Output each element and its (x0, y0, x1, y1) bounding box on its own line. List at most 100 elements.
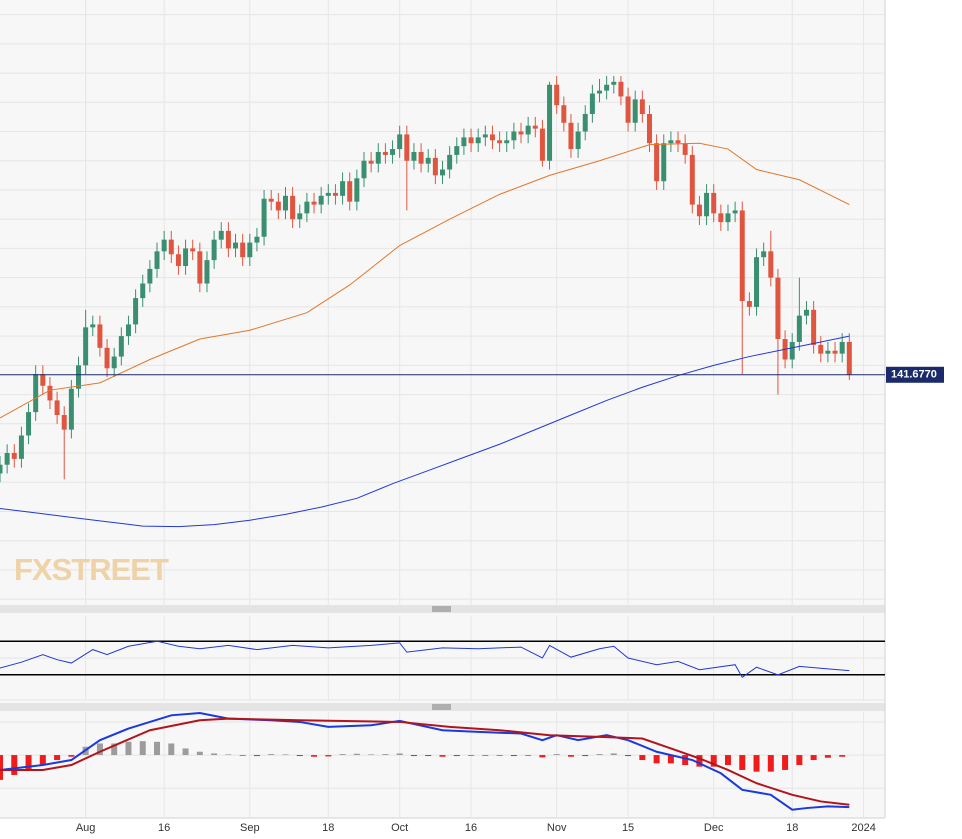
candle-body (0, 464, 3, 474)
separator-handle[interactable] (432, 606, 451, 612)
candle-body (511, 131, 517, 141)
candle-body (268, 198, 274, 202)
candle-body (525, 125, 531, 135)
candle-body (561, 105, 567, 123)
candle-body (97, 324, 103, 348)
histogram-bar (11, 755, 18, 775)
candle-body (168, 239, 174, 255)
histogram-bar (539, 755, 546, 758)
x-tick-label: 16 (465, 822, 477, 834)
candle-body (575, 131, 581, 150)
histogram-bar (154, 741, 161, 756)
candle-body (190, 248, 196, 252)
histogram-bar (339, 754, 346, 756)
histogram-bar (196, 751, 203, 756)
candle-body (482, 134, 488, 138)
candle-body (803, 309, 809, 316)
candle-body (54, 400, 60, 416)
candle-body (76, 365, 82, 389)
histogram-bar (368, 754, 375, 756)
candle-body (104, 347, 110, 369)
candle-body (825, 350, 831, 354)
candle-body (247, 242, 253, 258)
histogram-bar (382, 754, 389, 756)
candle-body (832, 350, 838, 354)
histogram-bar (253, 755, 260, 757)
histogram-bar (596, 754, 603, 756)
histogram-bar (396, 753, 403, 756)
grid-layer (0, 0, 885, 818)
histogram-bar (468, 755, 475, 756)
candle-body (204, 260, 210, 284)
x-tick-label: 2024 (851, 822, 875, 834)
x-tick-label: 15 (622, 822, 634, 834)
candle-body (432, 157, 438, 176)
histogram-bar (410, 755, 417, 757)
separator-handle[interactable] (432, 704, 451, 710)
candle-body (290, 195, 296, 220)
candle-body (539, 128, 545, 161)
candle-body (775, 277, 781, 340)
histogram-bar (696, 755, 703, 767)
candle-body (147, 268, 153, 284)
candle-body (754, 257, 760, 307)
candle-body (347, 181, 353, 202)
candle-body (625, 96, 631, 123)
histogram-bar (211, 753, 218, 756)
histogram-bar (439, 755, 446, 757)
main-panel-bg (0, 0, 885, 605)
candle-body (282, 195, 288, 211)
histogram-bar (824, 755, 831, 758)
candle-body (397, 134, 403, 150)
candle-body (682, 143, 688, 155)
candle-body (133, 298, 139, 325)
candle-body (325, 192, 331, 196)
candle-body (4, 453, 10, 465)
candle-body (254, 236, 260, 243)
candle-body (40, 374, 46, 386)
histogram-bar (724, 755, 731, 765)
candle-body (318, 195, 324, 205)
x-tick-label: 16 (158, 822, 170, 834)
histogram-bar (796, 755, 803, 765)
candle-body (461, 137, 467, 147)
x-tick-label: Dec (704, 822, 724, 834)
sma-line (0, 335, 850, 528)
candle-body (646, 113, 652, 144)
candle-body (233, 242, 239, 249)
candle-body (846, 341, 852, 375)
histogram-bar (68, 755, 75, 757)
candle-body (411, 151, 417, 161)
candle-body (746, 301, 752, 307)
candle-body (696, 204, 702, 217)
histogram-bar (25, 755, 32, 770)
candle-body (732, 210, 738, 214)
histogram-bar (139, 741, 146, 756)
candle-body (532, 125, 538, 129)
candle-body (818, 344, 824, 354)
candle-body (47, 385, 53, 401)
candle-body (225, 230, 231, 249)
histogram-bar (710, 755, 717, 767)
histogram-bar (767, 755, 774, 772)
candle-body (61, 415, 67, 430)
candle-body (425, 157, 431, 164)
histogram-bar (325, 755, 332, 757)
candle-body (125, 324, 131, 337)
candle-body (140, 283, 146, 299)
candle-body (218, 230, 224, 240)
candle-body (661, 143, 667, 182)
x-tick-label: Aug (76, 822, 96, 834)
candle-body (454, 146, 460, 155)
candle-body (768, 251, 774, 278)
candle-body (118, 336, 124, 357)
histogram-bar (525, 755, 532, 756)
candle-body (11, 453, 17, 459)
candle-body (718, 213, 724, 223)
histogram-bar (496, 755, 503, 756)
candle-body (368, 160, 374, 164)
last-price-label: 141.6770 (891, 369, 937, 381)
candle-body (654, 143, 660, 182)
